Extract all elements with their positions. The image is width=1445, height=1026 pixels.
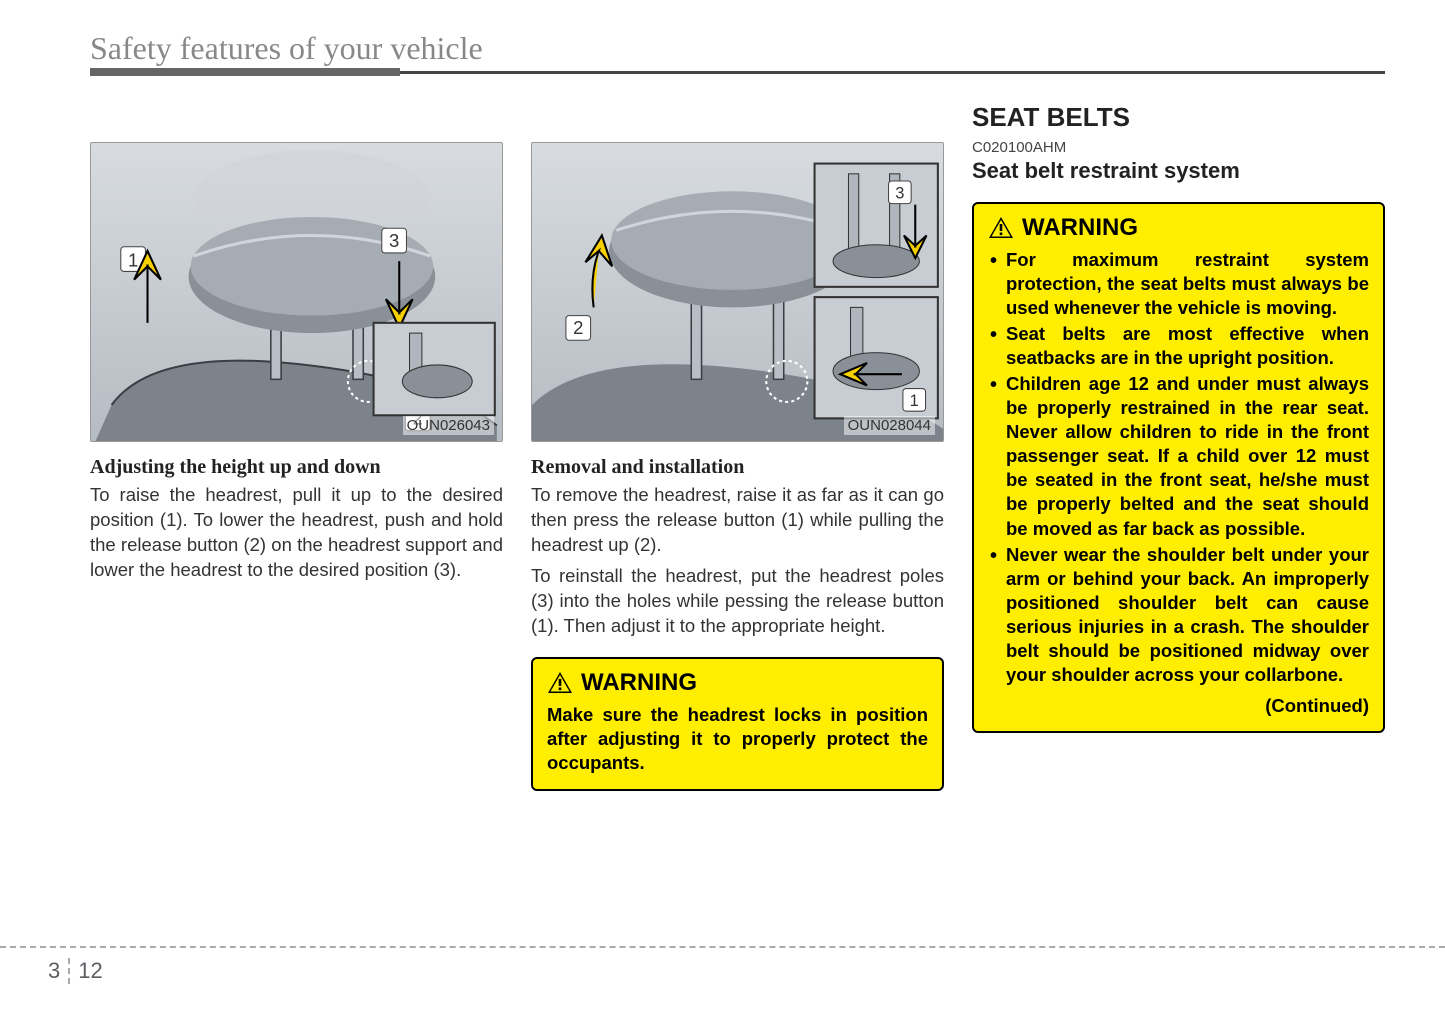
warning-title: WARNING xyxy=(547,669,928,697)
warning-triangle-icon xyxy=(988,216,1014,240)
section-number: 3 xyxy=(48,958,70,984)
warning-box-headrest: WARNING Make sure the headrest locks in … xyxy=(531,657,944,791)
col2-subhead: Removal and installation xyxy=(531,456,944,479)
col1-subhead: Adjusting the height up and down xyxy=(90,456,503,479)
column-3: SEAT BELTS C020100AHM Seat belt restrain… xyxy=(972,102,1385,791)
column-1: 1 3 2 xyxy=(90,102,503,791)
warning-item: For maximum restraint system protection,… xyxy=(988,248,1369,320)
warning-item: Seat belts are most effective when seatb… xyxy=(988,322,1369,370)
figure-headrest-remove: 2 3 xyxy=(531,142,944,442)
col2-text2: To reinstall the headrest, put the head­… xyxy=(531,564,944,639)
page-header: Safety features of your vehicle xyxy=(90,30,1385,74)
reference-code: C020100AHM xyxy=(972,139,1385,156)
manual-page: Safety features of your vehicle xyxy=(0,0,1445,791)
figure-headrest-adjust: 1 3 2 xyxy=(90,142,503,442)
warning-item: Never wear the shoulder belt under your … xyxy=(988,543,1369,687)
col1-text: To raise the headrest, pull it up to the… xyxy=(90,483,503,583)
headrest-adjust-illustration: 1 3 2 xyxy=(91,143,502,442)
figure-code: OUN028044 xyxy=(844,416,935,435)
page-index: 12 xyxy=(78,958,102,984)
continued-label: (Continued) xyxy=(988,695,1369,717)
warning-triangle-icon xyxy=(547,671,573,695)
svg-text:1: 1 xyxy=(128,249,138,270)
warning-list: For maximum restraint system protection,… xyxy=(988,248,1369,687)
content-columns: 1 3 2 xyxy=(90,102,1385,791)
headrest-remove-illustration: 2 3 xyxy=(532,143,943,442)
warning-label: WARNING xyxy=(581,669,697,697)
warning-box-seatbelt: WARNING For maximum restraint system pro… xyxy=(972,202,1385,733)
section-title: SEAT BELTS xyxy=(972,102,1385,133)
warning-title: WARNING xyxy=(988,214,1369,242)
column-2: 2 3 xyxy=(531,102,944,791)
warning-text: Make sure the headrest locks in position… xyxy=(547,703,928,775)
page-footer: 3 12 xyxy=(0,946,1445,996)
page-number: 3 12 xyxy=(48,958,103,984)
header-rule xyxy=(90,71,1385,74)
warning-label: WARNING xyxy=(1022,214,1138,242)
svg-text:3: 3 xyxy=(895,184,904,202)
col2-text1: To remove the headrest, raise it as far … xyxy=(531,483,944,558)
sub-section-title: Seat belt restraint system xyxy=(972,158,1385,184)
figure-code: OUN026043 xyxy=(403,416,494,435)
svg-text:2: 2 xyxy=(573,317,583,338)
svg-text:3: 3 xyxy=(389,230,399,251)
warning-item: Children age 12 and under must always be… xyxy=(988,372,1369,540)
header-title: Safety features of your vehicle xyxy=(90,30,1385,67)
svg-text:1: 1 xyxy=(910,392,919,410)
